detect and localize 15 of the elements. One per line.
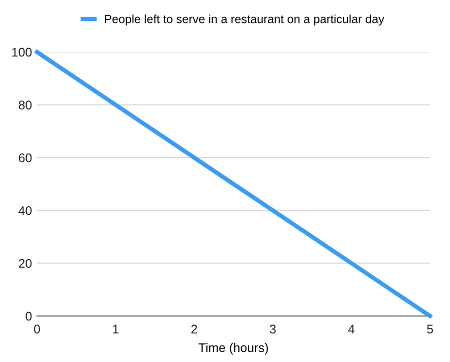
x-tick-label: 2: [191, 324, 198, 334]
y-tick-label: 80: [18, 100, 32, 110]
y-tick-label: 100: [12, 48, 32, 57]
line-series: [34, 50, 432, 318]
x-tick-label: 3: [270, 324, 276, 334]
y-tick-label: 40: [18, 206, 32, 216]
x-tick-label: 1: [113, 324, 118, 334]
y-tick-label: 60: [18, 153, 32, 162]
x-tick-label: 4: [348, 324, 355, 334]
legend-label: People left to serve in a restaurant on a particular day: [104, 14, 384, 26]
x-tick-label: 0: [34, 324, 40, 334]
y-tick-label: 0: [26, 312, 32, 321]
y-tick-label: 20: [18, 259, 32, 268]
x-axis-title: Time (hours): [198, 342, 268, 355]
x-tick-label: 5: [427, 324, 433, 334]
